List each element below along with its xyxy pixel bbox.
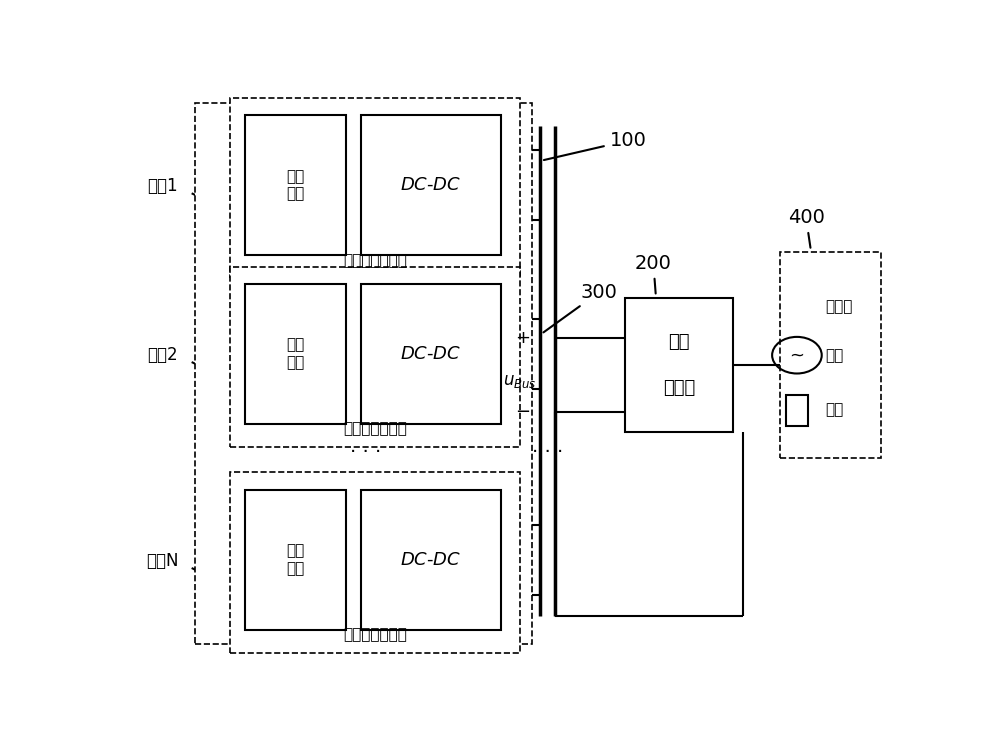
- Text: 集中: 集中: [668, 334, 690, 351]
- Bar: [245, 284, 346, 424]
- Bar: [625, 298, 733, 432]
- Text: 新能源发电模块: 新能源发电模块: [343, 253, 407, 267]
- Text: 200: 200: [635, 254, 672, 293]
- Bar: [780, 252, 881, 458]
- Text: +: +: [515, 329, 530, 347]
- Bar: [245, 115, 346, 255]
- Text: 新能源发电模块: 新能源发电模块: [343, 421, 407, 436]
- Text: 发电
设备: 发电 设备: [286, 169, 305, 201]
- Text: · · ·: · · ·: [350, 443, 381, 462]
- Text: 变换器: 变换器: [663, 379, 695, 397]
- Bar: [230, 267, 520, 447]
- Text: 模块N: 模块N: [146, 552, 178, 570]
- Text: 100: 100: [544, 132, 646, 160]
- Text: $\mathit{DC}$-$\mathit{DC}$: $\mathit{DC}$-$\mathit{DC}$: [400, 551, 462, 568]
- Text: 新能源发电模块: 新能源发电模块: [343, 627, 407, 643]
- Text: $u_{Bus}$: $u_{Bus}$: [503, 372, 537, 390]
- Text: 模块1: 模块1: [147, 178, 178, 195]
- Text: $\mathit{DC}$-$\mathit{DC}$: $\mathit{DC}$-$\mathit{DC}$: [400, 345, 462, 363]
- Text: ~: ~: [789, 346, 804, 364]
- Text: −: −: [515, 403, 530, 421]
- Bar: [230, 98, 520, 278]
- Text: 发电
设备: 发电 设备: [286, 337, 305, 370]
- Text: 发电
设备: 发电 设备: [286, 544, 305, 576]
- Text: $\mathit{DC}$-$\mathit{DC}$: $\mathit{DC}$-$\mathit{DC}$: [400, 176, 462, 194]
- Text: 负载: 负载: [825, 402, 843, 417]
- Bar: [786, 395, 808, 426]
- Bar: [361, 115, 501, 255]
- Text: 蓄电池: 蓄电池: [825, 299, 852, 314]
- Bar: [245, 490, 346, 630]
- Text: · · ·: · · ·: [532, 443, 563, 462]
- Text: 模块2: 模块2: [147, 346, 178, 364]
- Bar: [361, 284, 501, 424]
- Text: 300: 300: [543, 283, 618, 332]
- Text: 400: 400: [788, 208, 824, 247]
- Bar: [361, 490, 501, 630]
- Bar: [230, 473, 520, 652]
- Text: 电网: 电网: [825, 348, 843, 363]
- Bar: [195, 103, 532, 644]
